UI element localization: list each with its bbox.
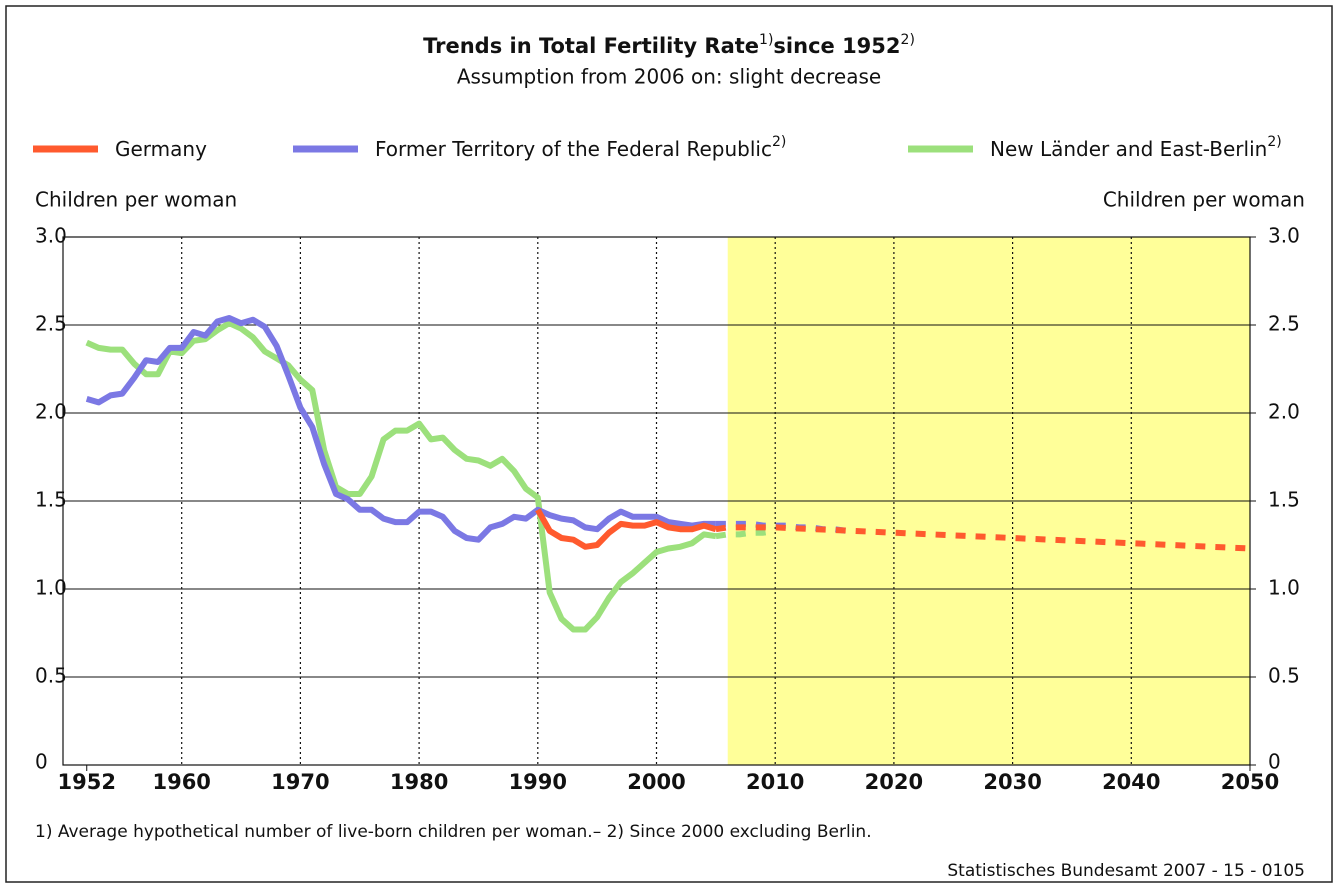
x-tick-label: 2010 bbox=[746, 770, 804, 794]
title-note: 1) bbox=[759, 32, 773, 48]
y2-axis-label: Children per woman bbox=[1103, 188, 1305, 212]
series-line bbox=[535, 508, 717, 550]
legend-text: Germany bbox=[115, 137, 207, 161]
y2-tick-label: 1.5 bbox=[1268, 488, 1300, 512]
y-axis-label: Children per woman bbox=[35, 188, 237, 212]
x-tick-label: 1990 bbox=[509, 770, 567, 794]
title-note: 2) bbox=[901, 32, 915, 48]
y2-tick-label: 1.0 bbox=[1268, 576, 1300, 600]
x-tick-label: 2030 bbox=[983, 770, 1041, 794]
x-tick-label: 1952 bbox=[58, 770, 116, 794]
y-tick-label: 1.5 bbox=[35, 488, 67, 512]
legend-label: Germany bbox=[115, 137, 207, 161]
chart-title: Trends in Total Fertility Rate1)since 19… bbox=[423, 32, 915, 58]
series-line bbox=[85, 315, 716, 543]
y2-tick-label: 2.5 bbox=[1268, 312, 1300, 336]
y2-tick-label: 0.5 bbox=[1268, 664, 1300, 688]
y2-tick-label: 0 bbox=[1268, 750, 1281, 774]
source: Statistisches Bundesamt 2007 - 15 - 0105 bbox=[947, 861, 1305, 881]
legend-text: Former Territory of the Federal Republic bbox=[375, 137, 772, 161]
x-tick-label: 2040 bbox=[1102, 770, 1160, 794]
series-line bbox=[85, 320, 717, 633]
x-tick-label: 2020 bbox=[865, 770, 923, 794]
legend-label: Former Territory of the Federal Republic… bbox=[375, 134, 786, 161]
y-tick-label: 1.0 bbox=[35, 576, 67, 600]
x-tick-label: 1960 bbox=[152, 770, 210, 794]
y2-tick-label: 3.0 bbox=[1268, 224, 1300, 248]
title-text: since 1952 bbox=[773, 34, 900, 58]
title-text: Trends in Total Fertility Rate bbox=[423, 34, 759, 58]
x-tick-label: 1980 bbox=[390, 770, 448, 794]
projection-line bbox=[715, 527, 776, 540]
y-tick-label: 2.0 bbox=[35, 400, 67, 424]
legend-note: 2) bbox=[1267, 134, 1281, 150]
legend-note: 2) bbox=[772, 134, 786, 150]
y-tick-label: 2.5 bbox=[35, 312, 67, 336]
y-tick-label: 0.5 bbox=[35, 664, 67, 688]
x-tick-label: 1970 bbox=[271, 770, 329, 794]
footnote: 1) Average hypothetical number of live-b… bbox=[35, 822, 872, 842]
plot-frame bbox=[62, 236, 1251, 766]
y-tick-label: 3.0 bbox=[35, 224, 67, 248]
x-tick-label: 2050 bbox=[1221, 770, 1279, 794]
y2-tick-label: 2.0 bbox=[1268, 400, 1300, 424]
x-tick-label: 2000 bbox=[627, 770, 685, 794]
y-tick-label: 0 bbox=[35, 750, 48, 774]
subtitle: Assumption from 2006 on: slight decrease bbox=[457, 65, 881, 89]
legend-label: New Länder and East-Berlin2) bbox=[990, 134, 1282, 161]
legend-text: New Länder and East-Berlin bbox=[990, 137, 1267, 161]
